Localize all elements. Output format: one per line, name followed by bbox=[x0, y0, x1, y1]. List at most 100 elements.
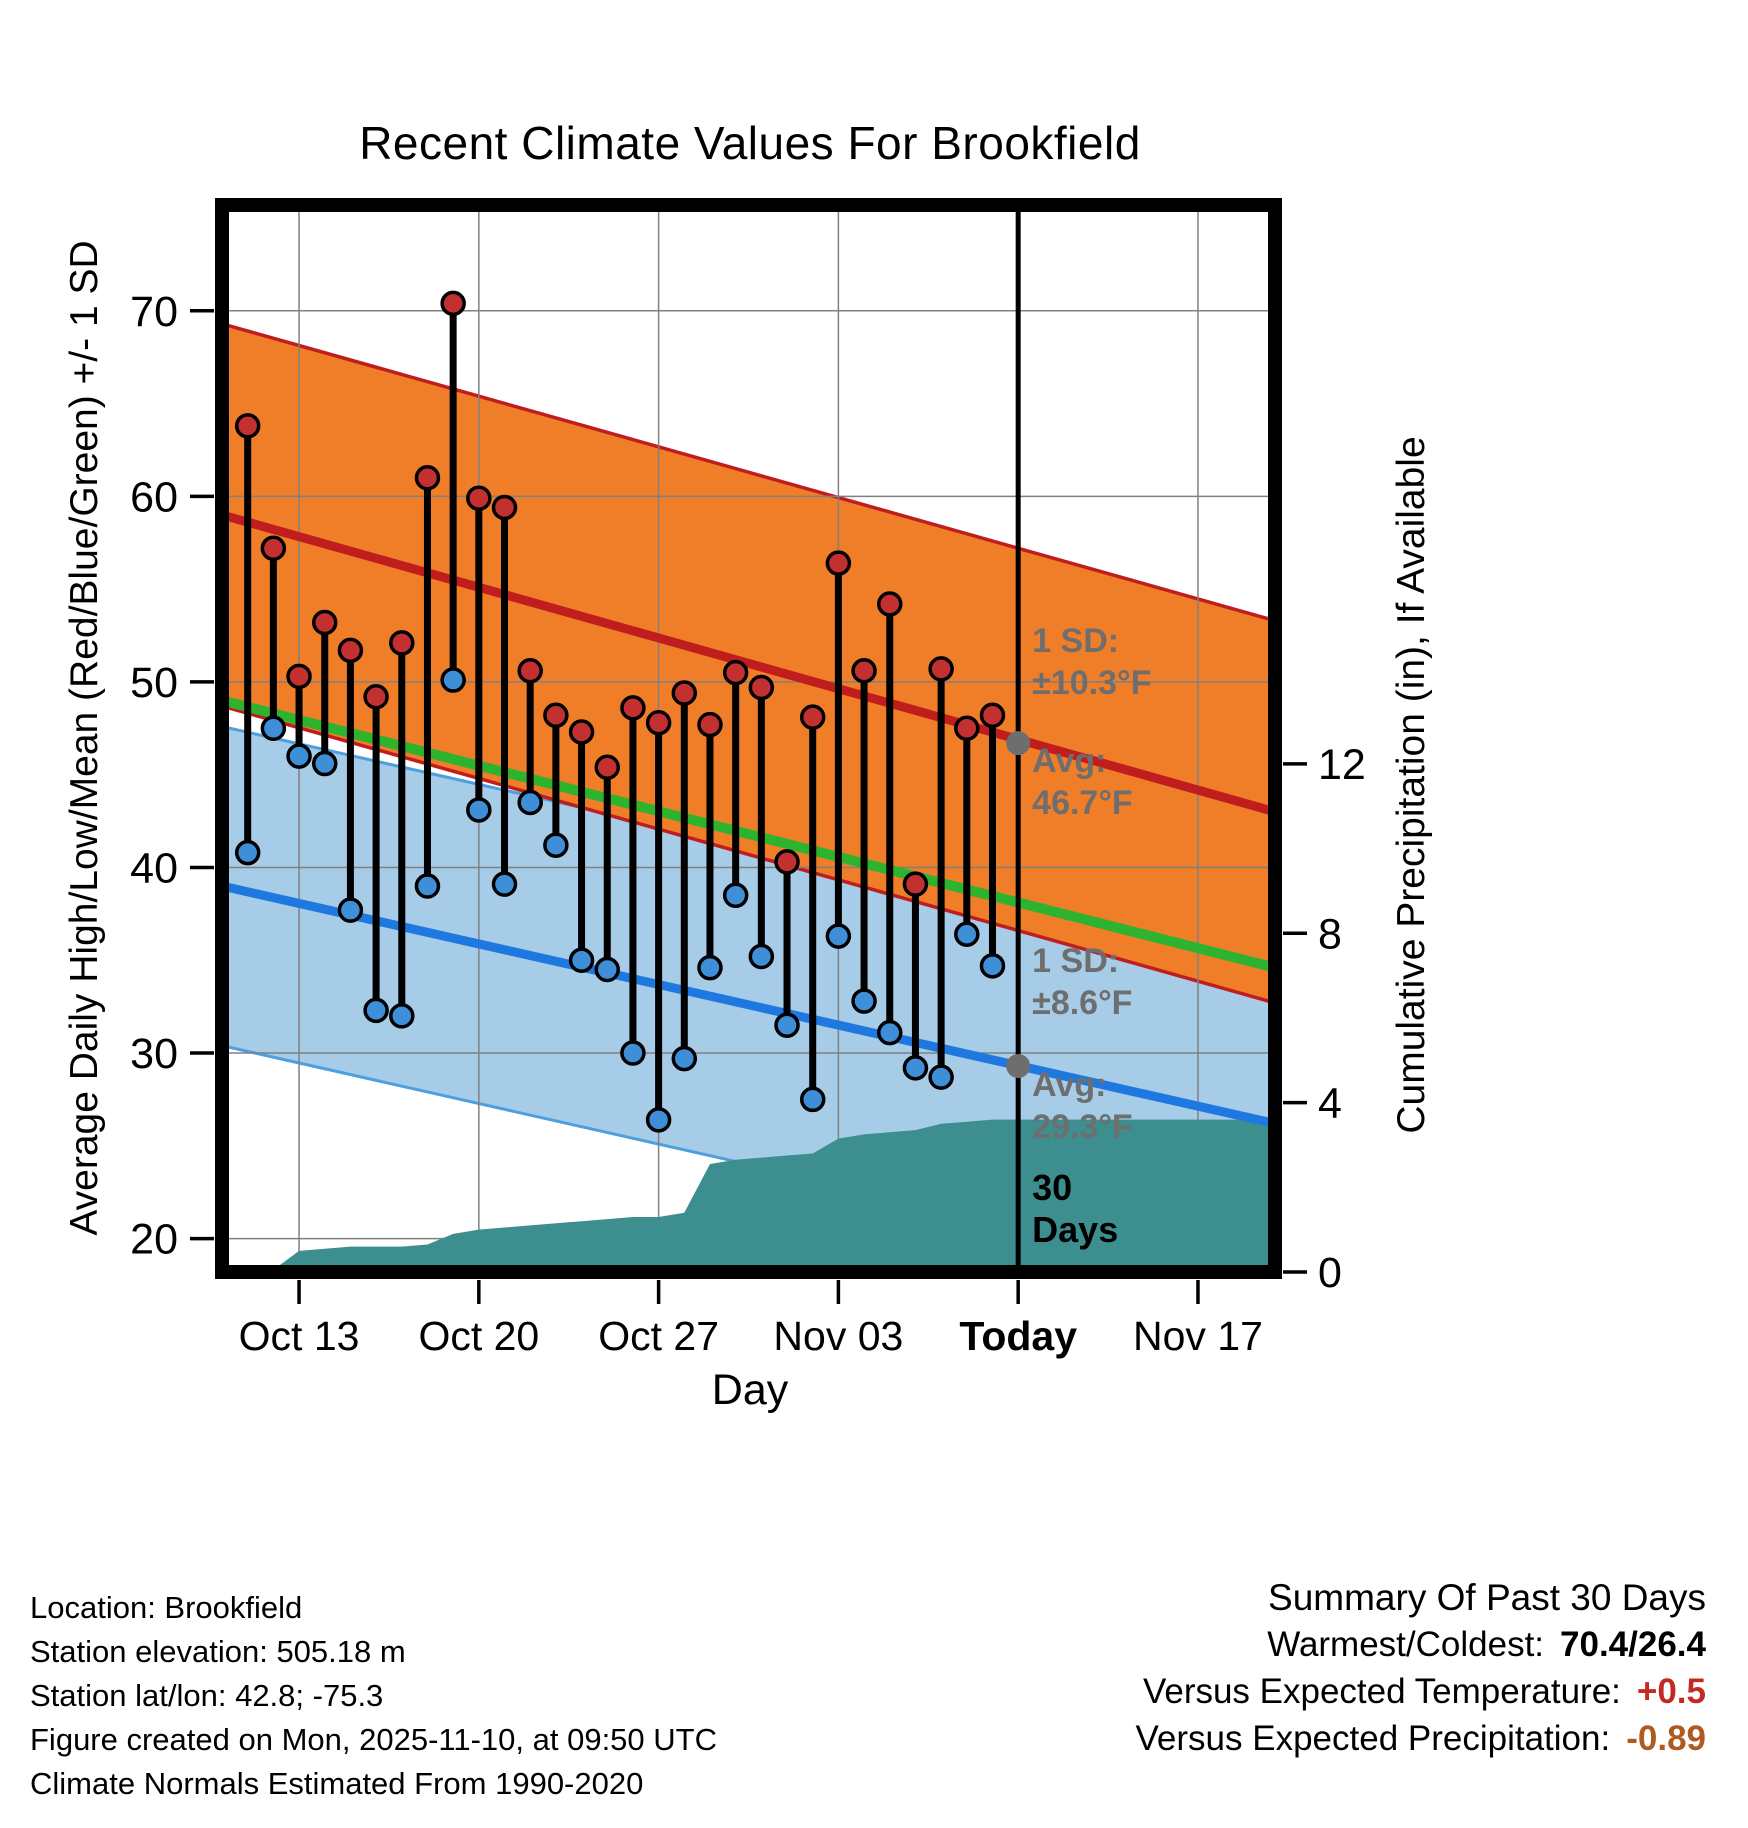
station-info: Location: Brookfield Station elevation: … bbox=[30, 1586, 717, 1806]
daily-high-dot bbox=[337, 637, 364, 664]
vs-precip-value: -0.89 bbox=[1626, 1719, 1706, 1758]
x-axis-label: Day bbox=[711, 1366, 789, 1414]
daily-low-dot bbox=[877, 1019, 903, 1046]
daily-high-dot bbox=[363, 683, 389, 710]
daily-high-dot bbox=[851, 658, 877, 684]
vs-temp-row: Versus Expected Temperature: +0.5 bbox=[1136, 1668, 1706, 1715]
daily-low-dot bbox=[851, 988, 877, 1014]
x-tick-label: Oct 20 bbox=[418, 1313, 539, 1359]
daily-high-dot bbox=[594, 754, 620, 781]
plot-area bbox=[222, 205, 1275, 1272]
daily-low-dot bbox=[466, 797, 492, 823]
x-tick-label: Nov 17 bbox=[1133, 1313, 1263, 1359]
annotation-low_avg: 29.3°F bbox=[1032, 1108, 1133, 1146]
daily-high-dot bbox=[928, 656, 954, 682]
avg-high-marker bbox=[1006, 731, 1031, 756]
high-normal-band-upper-edge bbox=[222, 322, 1275, 623]
daily-low-dot bbox=[517, 789, 543, 816]
daily-low-dot bbox=[260, 715, 287, 742]
daily-low-dot bbox=[620, 1040, 646, 1066]
right-axis-label: Cumulative Precipitation (in), If Availa… bbox=[1390, 436, 1433, 1134]
daily-low-dot bbox=[748, 943, 775, 970]
avg-low-marker bbox=[1006, 1054, 1031, 1079]
daily-low-dot bbox=[697, 954, 723, 981]
x-tick-label: Oct 13 bbox=[239, 1313, 360, 1359]
y-tick-label: 40 bbox=[130, 844, 178, 892]
daily-low-dot bbox=[774, 1012, 800, 1038]
daily-high-dot bbox=[645, 709, 672, 736]
normals-note: Climate Normals Estimated From 1990-2020 bbox=[30, 1766, 644, 1801]
daily-high-dot bbox=[311, 609, 338, 636]
daily-low-dot bbox=[568, 947, 595, 974]
daily-high-dot bbox=[234, 413, 261, 439]
figure-created: Figure created on Mon, 2025-11-10, at 09… bbox=[30, 1722, 717, 1757]
annotation-window: 30 bbox=[1032, 1167, 1072, 1208]
summary-panel: Summary Of Past 30 Days Warmest/Coldest:… bbox=[1136, 1574, 1707, 1762]
daily-low-dot bbox=[902, 1055, 929, 1081]
station-elevation: Station elevation: 505.18 m bbox=[30, 1634, 406, 1669]
daily-high-dot bbox=[774, 849, 800, 875]
annotation-low_sd: 1 SD: bbox=[1032, 942, 1119, 980]
y-tick-label: 20 bbox=[130, 1216, 178, 1264]
daily-high-dot bbox=[389, 630, 415, 656]
daily-low-dot bbox=[363, 997, 389, 1024]
daily-temps bbox=[234, 290, 1006, 1133]
high-normal-band-lower-edge bbox=[222, 704, 1275, 1005]
daily-high-dot bbox=[825, 550, 852, 576]
vs-temp-label: Versus Expected Temperature: bbox=[1142, 1672, 1621, 1711]
daily-low-dot bbox=[954, 921, 980, 948]
y-tick-label: 70 bbox=[130, 288, 178, 336]
annotation-high_avg: 46.7°F bbox=[1032, 784, 1133, 822]
daily-high-dot bbox=[979, 702, 1006, 729]
annotation-window: Days bbox=[1032, 1209, 1118, 1250]
daily-high-dot bbox=[902, 871, 929, 897]
daily-high-dot bbox=[799, 704, 826, 730]
high-mean-line bbox=[222, 510, 1275, 817]
x-tick-label: Oct 27 bbox=[598, 1313, 719, 1359]
annotation-high_avg: Avg: bbox=[1032, 742, 1106, 780]
plot-frame bbox=[215, 198, 1282, 1279]
y-tick-label: 50 bbox=[130, 659, 178, 707]
precip-tick-label: 8 bbox=[1318, 910, 1342, 958]
daily-low-dot bbox=[928, 1064, 954, 1090]
daily-high-dot bbox=[722, 659, 749, 686]
precip-tick-label: 4 bbox=[1318, 1080, 1342, 1128]
left-axis-label: Average Daily High/Low/Mean (Red/Blue/Gr… bbox=[63, 240, 106, 1236]
annotation-low_avg: Avg: bbox=[1032, 1066, 1106, 1104]
vs-precip-label: Versus Expected Precipitation: bbox=[1135, 1719, 1611, 1758]
y-tick-label: 30 bbox=[130, 1030, 178, 1078]
precip-tick-label: 0 bbox=[1318, 1249, 1342, 1297]
daily-low-dot bbox=[491, 871, 518, 897]
daily-high-dot bbox=[517, 658, 543, 684]
daily-low-dot bbox=[543, 832, 569, 858]
precip-tick-label: 12 bbox=[1318, 741, 1366, 789]
daily-high-dot bbox=[697, 711, 723, 738]
daily-low-dot bbox=[440, 667, 466, 693]
warmest-coldest-row: Warmest/Coldest: 70.4/26.4 bbox=[1136, 1621, 1706, 1668]
warmest-coldest-label: Warmest/Coldest: bbox=[1267, 1625, 1545, 1664]
daily-high-dot bbox=[877, 591, 903, 617]
x-tick-label: Nov 03 bbox=[773, 1313, 903, 1359]
daily-high-dot bbox=[748, 674, 775, 701]
vs-precip-row: Versus Expected Precipitation: -0.89 bbox=[1136, 1715, 1707, 1762]
daily-high-dot bbox=[568, 719, 595, 745]
daily-high-dot bbox=[260, 535, 287, 562]
daily-high-dot bbox=[491, 494, 518, 521]
daily-low-dot bbox=[311, 750, 338, 777]
station-latlon: Station lat/lon: 42.8; -75.3 bbox=[30, 1678, 384, 1713]
daily-high-dot bbox=[466, 485, 492, 511]
annotation-high_sd: ±10.3°F bbox=[1032, 664, 1151, 702]
low-mean-line bbox=[222, 881, 1275, 1128]
y-tick-label: 60 bbox=[130, 473, 178, 521]
daily-low-dot bbox=[594, 956, 620, 983]
overall-mean-line bbox=[222, 695, 1275, 973]
daily-high-dot bbox=[671, 680, 698, 706]
daily-low-dot bbox=[979, 953, 1006, 979]
warmest-coldest-value: 70.4/26.4 bbox=[1560, 1625, 1706, 1664]
daily-low-dot bbox=[286, 743, 312, 769]
daily-high-dot bbox=[954, 715, 980, 742]
x-tick-label: Today bbox=[959, 1313, 1077, 1359]
daily-low-dot bbox=[645, 1107, 672, 1133]
